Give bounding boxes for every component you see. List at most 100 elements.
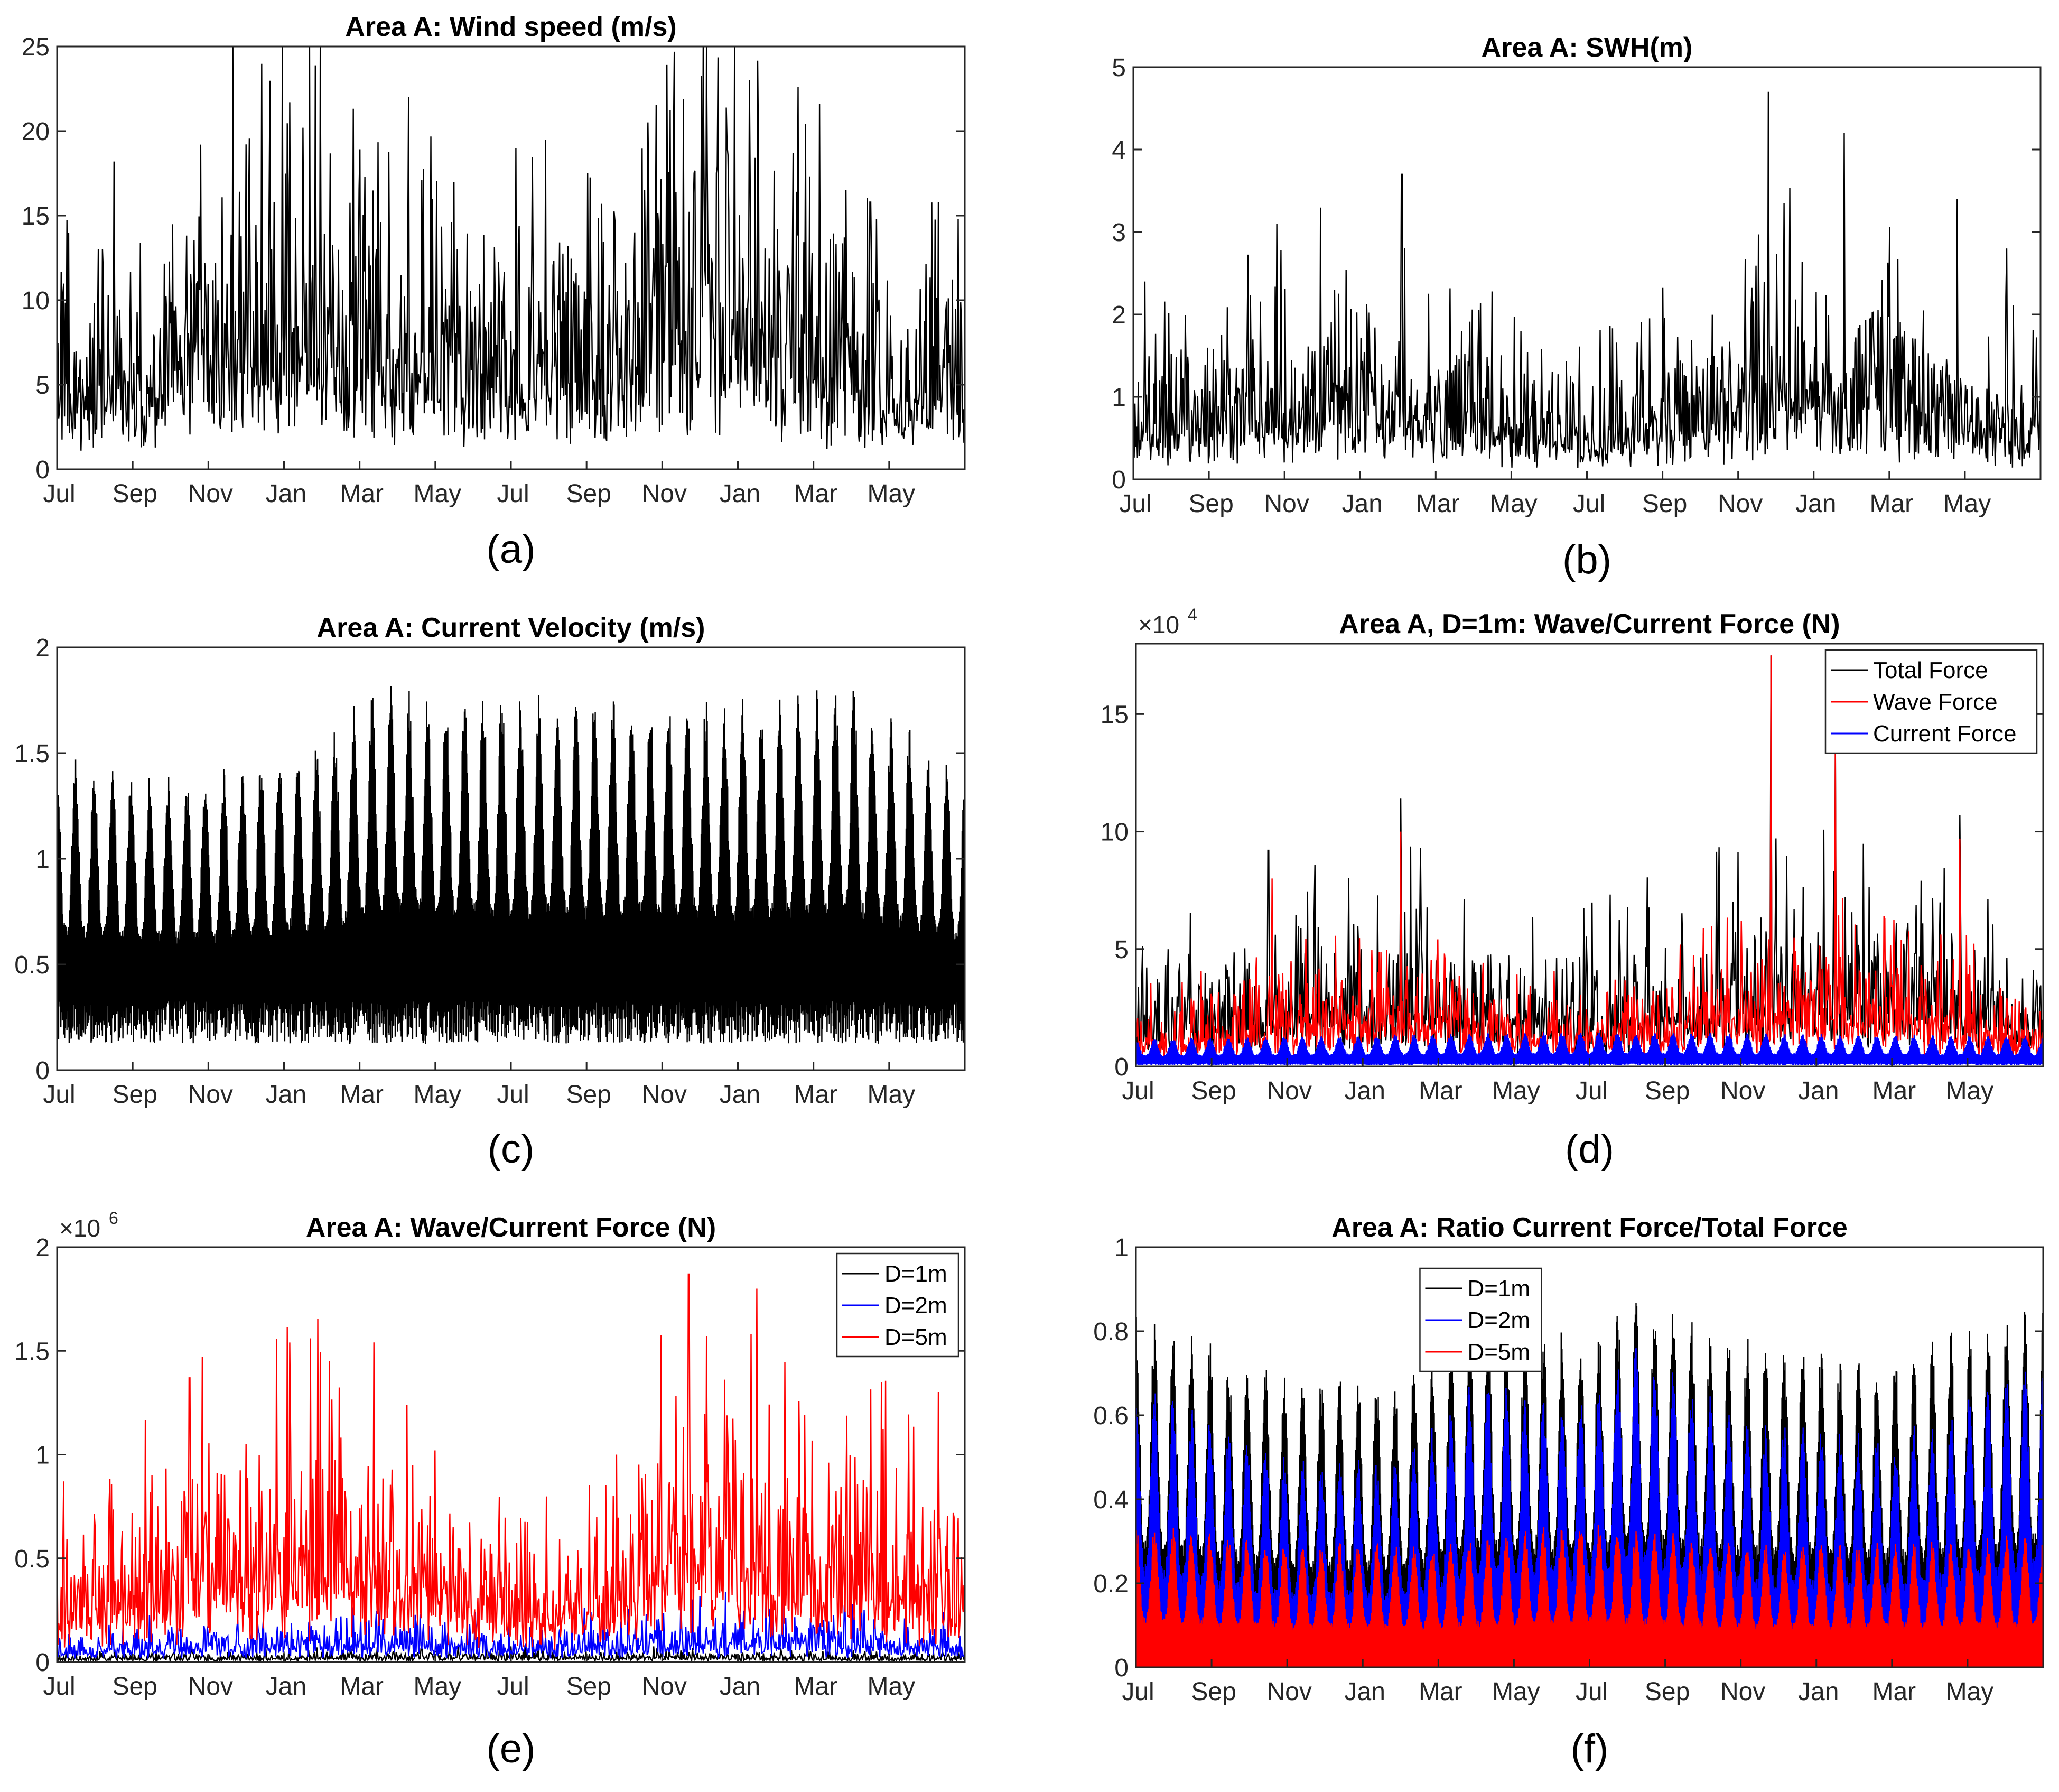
y-tick-label: 5 — [35, 372, 50, 400]
x-tick-label: May — [1946, 1077, 1994, 1105]
chart-a: Area A: Wind speed (m/s) (a) 0 5 10 15 20 25 Jul… — [22, 12, 966, 572]
x-tick-label: Nov — [1266, 1077, 1311, 1105]
x-tick-label: Jul — [43, 480, 75, 508]
legend-entry: D=5m — [1467, 1339, 1530, 1365]
x-tick-label: Mar — [794, 480, 837, 508]
legend-entry: D=1m — [1467, 1276, 1530, 1302]
axis-multiplier: ×10 — [59, 1214, 100, 1242]
series-line-wave-force — [1136, 655, 2043, 1061]
x-tick-label: Nov — [642, 480, 687, 508]
x-tick-label: Nov — [642, 1673, 687, 1701]
x-tick-label: Mar — [1872, 1678, 1916, 1706]
panel-caption: (e) — [487, 1726, 536, 1771]
x-tick-label: Jul — [43, 1081, 75, 1109]
x-tick-label: Mar — [1419, 1077, 1462, 1105]
y-tick-label: 1 — [35, 1442, 50, 1470]
y-tick-label: 1 — [1112, 384, 1126, 412]
panel-caption: (b) — [1562, 537, 1611, 582]
x-tick-label: Sep — [1191, 1077, 1236, 1105]
legend-entry: D=5m — [884, 1324, 947, 1350]
x-tick-label: Jul — [1119, 490, 1151, 518]
x-tick-label: Jan — [266, 1081, 306, 1109]
x-tick-label: Nov — [188, 1081, 233, 1109]
y-tick-label: 15 — [22, 202, 50, 230]
y-tick-label: 1.5 — [14, 1338, 50, 1366]
x-tick-label: Sep — [1645, 1678, 1690, 1706]
legend-entry: Total Force — [1873, 657, 1988, 683]
x-tick-label: Jan — [1342, 490, 1383, 518]
y-tick-label: 5 — [1114, 936, 1129, 964]
x-tick-label: Jan — [266, 480, 306, 508]
chart-e: Area A: Wave/Current Force (N) (e) 0 0.5 1 1.… — [14, 1209, 966, 1771]
x-tick-label: Mar — [340, 1081, 384, 1109]
y-tick-label: 20 — [22, 118, 50, 146]
x-tick-label: Jul — [43, 1673, 75, 1701]
x-tick-label: Nov — [1264, 490, 1309, 518]
y-tick-label: 1 — [1114, 1234, 1129, 1262]
y-tick-label: 2 — [35, 1234, 50, 1262]
chart-title: Area A: Current Velocity (m/s) — [317, 612, 705, 643]
axis-multiplier-exponent: 4 — [1188, 605, 1197, 624]
x-tick-label: Sep — [1642, 490, 1687, 518]
axis-multiplier: ×10 — [1138, 611, 1179, 638]
legend-entry: Wave Force — [1873, 689, 1998, 715]
x-tick-label: Jan — [1345, 1077, 1385, 1105]
y-tick-label: 0.2 — [1093, 1570, 1129, 1598]
y-tick-label: 5 — [1112, 54, 1126, 82]
y-tick-label: 4 — [1112, 136, 1126, 164]
x-tick-label: Jul — [1576, 1077, 1608, 1105]
y-tick-label: 0.8 — [1093, 1318, 1129, 1346]
x-tick-label: May — [867, 1673, 915, 1701]
series-line-swh — [1133, 91, 2041, 468]
x-tick-label: Mar — [794, 1081, 837, 1109]
series-line-d-2m — [57, 1592, 965, 1660]
series-group — [57, 1273, 965, 1662]
x-tick-label: Sep — [1191, 1678, 1236, 1706]
x-tick-label: Jul — [1122, 1678, 1154, 1706]
chart-b: Area A: SWH(m) (b) 0 1 2 3 4 5 Jul Sep Nov Jan Mar Ma… — [1112, 32, 2042, 582]
x-tick-label: May — [413, 1673, 461, 1701]
chart-title: Area A: SWH(m) — [1482, 32, 1693, 63]
series-group — [1136, 1303, 2043, 1667]
x-tick-label: Nov — [1266, 1678, 1311, 1706]
x-tick-label: Nov — [642, 1081, 687, 1109]
x-tick-label: Mar — [1872, 1077, 1916, 1105]
y-tick-label: 0.4 — [1093, 1486, 1129, 1514]
x-tick-label: Nov — [188, 480, 233, 508]
y-tick-label: 0 — [35, 1649, 50, 1677]
y-tick-label: 0 — [1112, 466, 1126, 494]
x-tick-label: Jan — [266, 1673, 306, 1701]
x-tick-label: Sep — [566, 1673, 611, 1701]
panel-caption: (f) — [1571, 1726, 1609, 1771]
x-tick-label: Nov — [1720, 1678, 1765, 1706]
x-tick-label: Jul — [497, 1081, 529, 1109]
legend-entry: D=1m — [884, 1261, 947, 1287]
x-tick-label: Sep — [112, 480, 157, 508]
x-tick-label: Sep — [1188, 490, 1233, 518]
y-tick-label: 2 — [1112, 301, 1126, 329]
x-tick-label: Jul — [497, 1673, 529, 1701]
y-tick-label: 0.5 — [14, 951, 50, 979]
x-tick-label: Jan — [720, 480, 760, 508]
x-tick-label: Jan — [1798, 1077, 1839, 1105]
x-tick-label: May — [1492, 1678, 1540, 1706]
x-tick-label: May — [1946, 1678, 1994, 1706]
x-tick-label: Mar — [1419, 1678, 1462, 1706]
x-tick-label: Mar — [340, 1673, 384, 1701]
x-tick-label: Nov — [1720, 1077, 1765, 1105]
x-tick-label: Jul — [1576, 1678, 1608, 1706]
chart-title: Area A: Wind speed (m/s) — [345, 12, 676, 42]
x-tick-label: May — [413, 480, 461, 508]
x-tick-label: May — [413, 1081, 461, 1109]
x-tick-label: Mar — [1416, 490, 1460, 518]
y-tick-label: 1.5 — [14, 740, 50, 768]
chart-title: Area A: Wave/Current Force (N) — [306, 1212, 716, 1243]
x-tick-label: Nov — [1718, 490, 1763, 518]
series-line-current-velocity — [57, 686, 965, 1044]
series-line-d-5m — [57, 1273, 965, 1650]
chart-title: Area A, D=1m: Wave/Current Force (N) — [1339, 609, 1840, 639]
chart-title: Area A: Ratio Current Force/Total Force — [1331, 1212, 1848, 1243]
panel-caption: (a) — [487, 527, 536, 572]
y-tick-label: 0 — [35, 1057, 50, 1085]
